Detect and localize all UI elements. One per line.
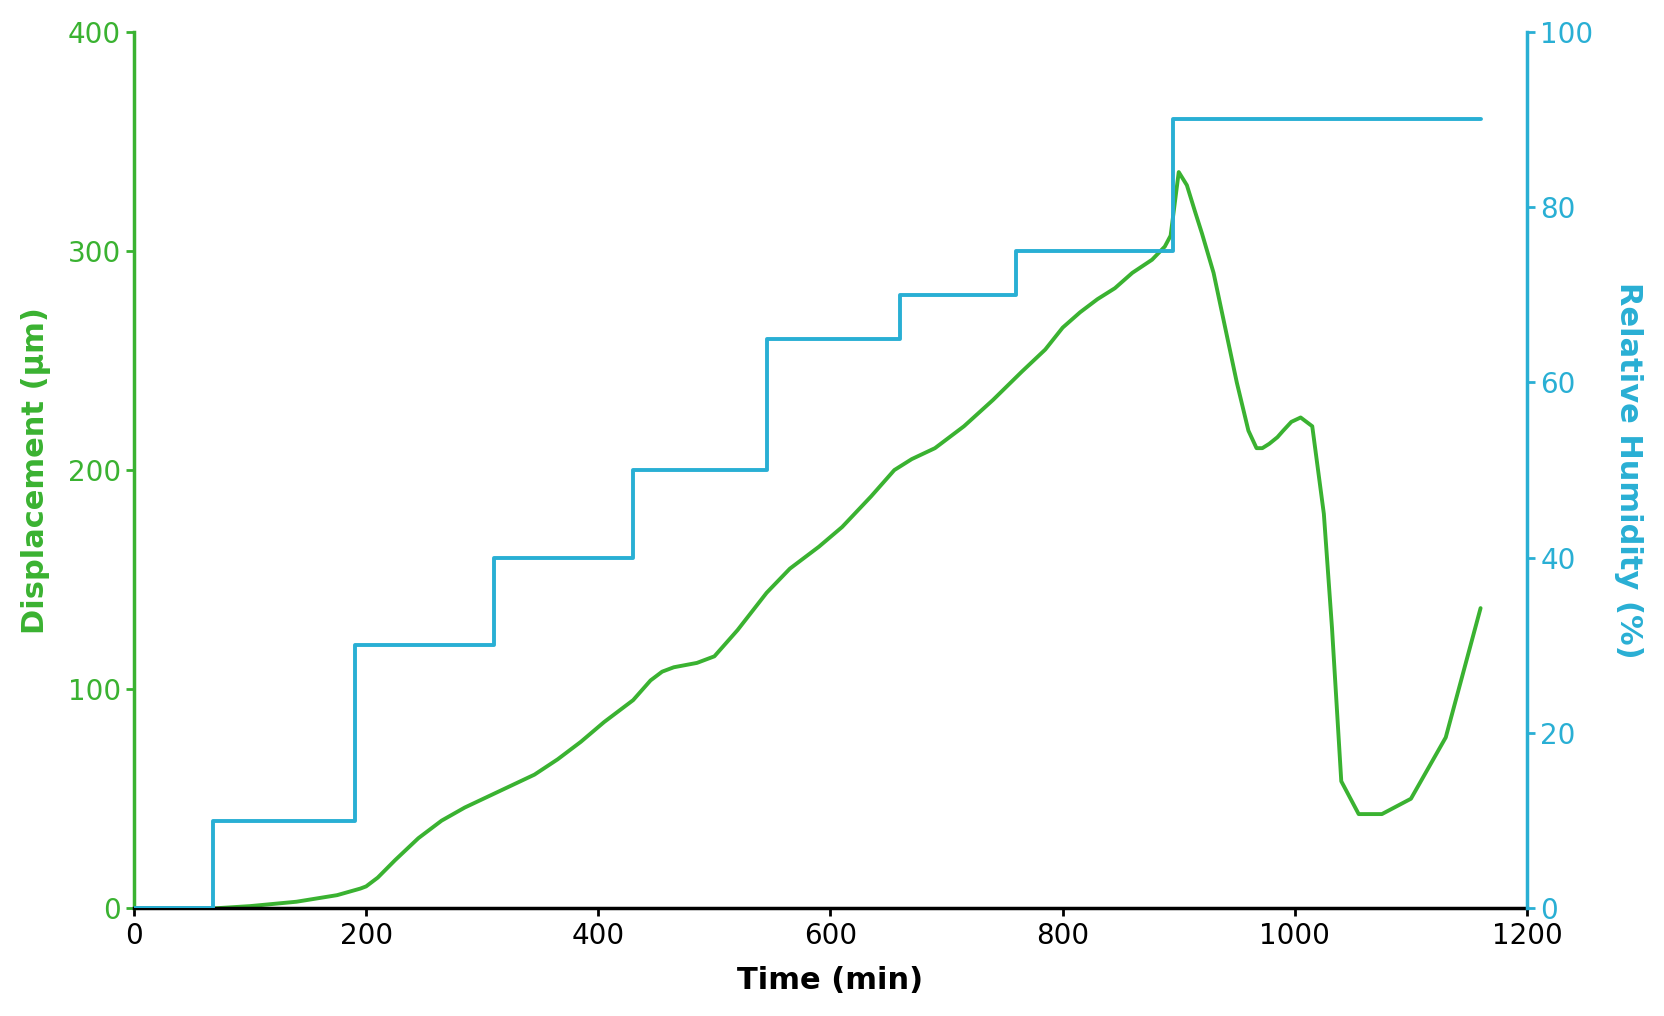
X-axis label: Time (min): Time (min) <box>737 966 924 995</box>
Y-axis label: Displacement (μm): Displacement (μm) <box>22 307 52 634</box>
Y-axis label: Relative Humidity (%): Relative Humidity (%) <box>1614 281 1642 658</box>
